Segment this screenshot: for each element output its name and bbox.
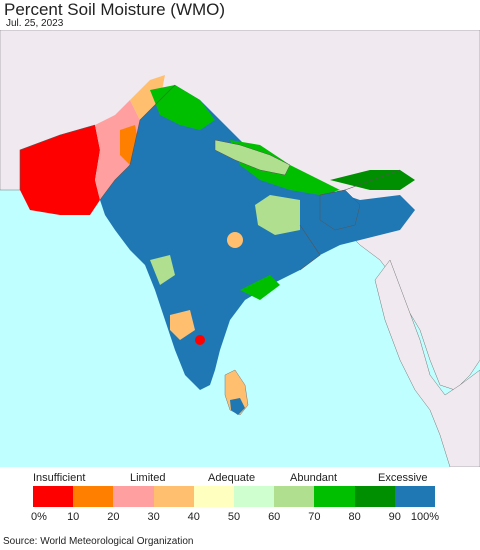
legend-tick-1: 10 [67,511,80,523]
legend-swatch-9 [394,486,436,507]
sri-lanka-wet [230,398,245,415]
region-insufficient-west [20,125,100,215]
legend-swatch-7 [314,486,355,507]
region-dry-spot-east [195,335,205,345]
legend-tick-2: 20 [107,511,120,523]
legend-swatch-3 [153,486,194,507]
legend-label-insufficient: Insufficient [33,472,86,484]
legend-label-abundant: Abundant [290,472,338,484]
region-adequate-west [130,75,165,120]
region-limited-south [170,310,195,340]
legend-swatch-6 [274,486,315,507]
legend-swatch-1 [73,486,114,507]
legend-tick-3: 30 [147,511,160,523]
legend-swatch-2 [113,486,154,507]
legend-color-bar [33,486,436,507]
region-dry-spot-central [227,232,243,248]
legend-label-adequate: Adequate [208,472,256,484]
legend-tick-8: 80 [348,511,361,523]
legend-tick-10: 100% [410,511,440,523]
region-limited-west [95,100,140,200]
legend-label-excessive: Excessive [378,472,428,484]
legend-swatch-4 [193,486,235,507]
region-green-coast [240,275,280,300]
map-title: Percent Soil Moisture (WMO) [4,0,226,19]
region-green-southwest [150,255,175,285]
legend-tick-9: 90 [388,511,401,523]
legend-label-limited: Limited [130,472,166,484]
legend-tick-4: 40 [187,511,200,523]
legend-tick-6: 60 [268,511,281,523]
region-light-green-central [255,195,300,235]
soil-moisture-map [0,30,480,467]
legend-swatch-5 [234,486,275,507]
legend-swatch-0 [33,486,74,507]
legend-tick-0: 0% [31,511,47,523]
legend-swatch-8 [354,486,395,507]
legend-tick-7: 70 [308,511,321,523]
map-date: Jul. 25, 2023 [6,18,64,29]
country-borders [19,84,401,271]
se-asia-land [374,259,480,467]
source-credit: Source: World Meteorological Organizatio… [3,536,194,547]
legend-tick-5: 50 [227,511,241,523]
nepal [214,139,291,176]
region-abundant-north [150,85,215,130]
